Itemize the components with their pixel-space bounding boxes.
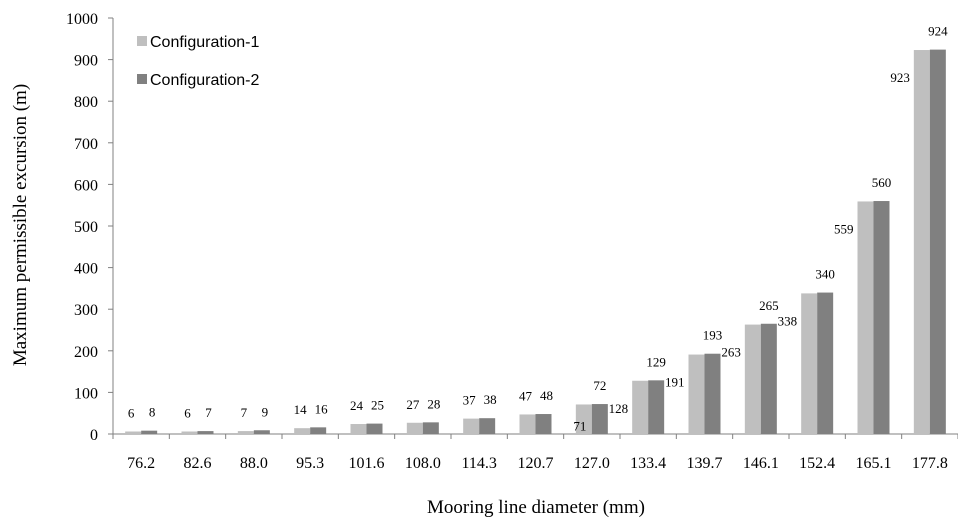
x-tick-label: 108.0	[405, 455, 441, 472]
data-label-2: 265	[759, 298, 779, 313]
bar-1	[237, 431, 254, 434]
data-label-1: 37	[463, 393, 477, 408]
data-label-1: 6	[128, 406, 135, 421]
y-tick-label: 800	[74, 94, 98, 111]
x-axis-title: Mooring line diameter (mm)	[427, 497, 645, 518]
data-label-2: 129	[646, 354, 666, 369]
bar-1	[125, 431, 142, 434]
bar-1	[688, 354, 705, 434]
y-tick-label: 300	[74, 302, 98, 319]
data-label-2: 193	[703, 328, 723, 343]
x-tick-label: 165.1	[856, 455, 892, 472]
data-label-1: 7	[241, 405, 248, 420]
bar-1	[913, 50, 930, 434]
x-tick-label: 114.3	[461, 455, 496, 472]
bar-2	[253, 430, 270, 434]
data-label-1: 14	[294, 402, 308, 417]
bar-1	[350, 424, 367, 434]
data-label-1: 191	[665, 375, 685, 390]
y-tick-label: 600	[74, 177, 98, 194]
bar-2	[760, 323, 777, 434]
bar-1	[801, 293, 818, 434]
bar-1	[519, 414, 536, 434]
bar-2	[422, 422, 439, 434]
data-labels: 6 8 6 7 7 9 14 16 24 25 27 28 37 38 47 4871721281291911…	[128, 24, 948, 434]
bar-2	[479, 418, 496, 434]
x-tick-label: 95.3	[296, 455, 324, 472]
bar-2	[591, 404, 608, 434]
data-label-2: 9	[262, 404, 269, 419]
data-label-1: 923	[890, 70, 910, 85]
x-tick-label: 152.4	[799, 455, 835, 472]
bar-1	[181, 431, 198, 434]
x-tick-label: 127.0	[574, 455, 610, 472]
data-label-2: 7	[205, 405, 212, 420]
legend: Configuration-1 Configuration-2	[137, 34, 260, 89]
data-label-1: 6	[184, 406, 191, 421]
bar-1	[575, 404, 592, 434]
legend-label: Configuration-1	[150, 34, 260, 51]
y-tick-label: 100	[74, 385, 98, 402]
y-tick-label: 500	[74, 219, 98, 236]
data-label-2: 38	[484, 392, 497, 407]
y-tick-label: 200	[74, 344, 98, 361]
data-label-1: 47	[519, 388, 533, 403]
data-label-2: 340	[815, 267, 835, 282]
data-label-1: 71	[573, 418, 586, 433]
x-tick-label: 120.7	[518, 455, 554, 472]
legend-label: Configuration-2	[150, 72, 260, 89]
data-label-1: 338	[778, 313, 798, 328]
x-tick-label: 88.0	[240, 455, 268, 472]
x-tick-label: 133.4	[630, 455, 666, 472]
bar-2	[535, 414, 552, 434]
x-tick-label: 101.6	[349, 455, 385, 472]
bars	[125, 49, 946, 435]
data-label-2: 48	[540, 388, 553, 403]
axes: 0 100 200 300 400 500 600 700 800 900 1000 76.2 82.6…	[66, 11, 958, 472]
data-label-2: 25	[371, 398, 384, 413]
bar-2	[366, 423, 383, 434]
data-label-1: 559	[834, 221, 854, 236]
data-label-2: 560	[872, 175, 892, 190]
y-axis-title: Maximum permissible excursion (m)	[10, 84, 31, 366]
legend-swatch	[137, 36, 147, 46]
y-tick-label: 700	[74, 136, 98, 153]
bar-2	[817, 292, 834, 434]
legend-swatch	[137, 74, 147, 84]
y-tick-label: 400	[74, 261, 98, 278]
data-label-2: 16	[315, 401, 329, 416]
bar-2	[648, 380, 665, 434]
bar-1	[406, 422, 423, 434]
data-label-2: 28	[427, 396, 440, 411]
bar-2	[310, 427, 327, 434]
x-tick-label: 146.1	[743, 455, 779, 472]
y-tick-label: 900	[74, 53, 98, 70]
y-tick-label: 0	[90, 427, 98, 444]
bar-1	[632, 380, 649, 434]
bar-2	[929, 49, 946, 435]
bar-1	[744, 324, 761, 434]
x-tick-label: 177.8	[912, 455, 948, 472]
bar-1	[857, 201, 874, 434]
y-tick-label: 1000	[66, 11, 98, 28]
x-tick-label: 139.7	[687, 455, 723, 472]
data-label-2: 72	[593, 378, 606, 393]
bar-2	[704, 353, 721, 434]
data-label-2: 8	[149, 405, 156, 420]
x-tick-label: 82.6	[184, 455, 212, 472]
x-tick-label: 76.2	[127, 455, 155, 472]
bar-2	[197, 431, 214, 434]
bar-1	[294, 428, 311, 434]
bar-2	[141, 430, 158, 434]
bar-1	[463, 418, 480, 434]
data-label-1: 263	[721, 345, 741, 360]
data-label-1: 128	[609, 401, 629, 416]
data-label-1: 27	[406, 397, 420, 412]
bar-2	[873, 201, 890, 434]
data-label-1: 24	[350, 398, 364, 413]
data-label-2: 924	[928, 24, 948, 39]
